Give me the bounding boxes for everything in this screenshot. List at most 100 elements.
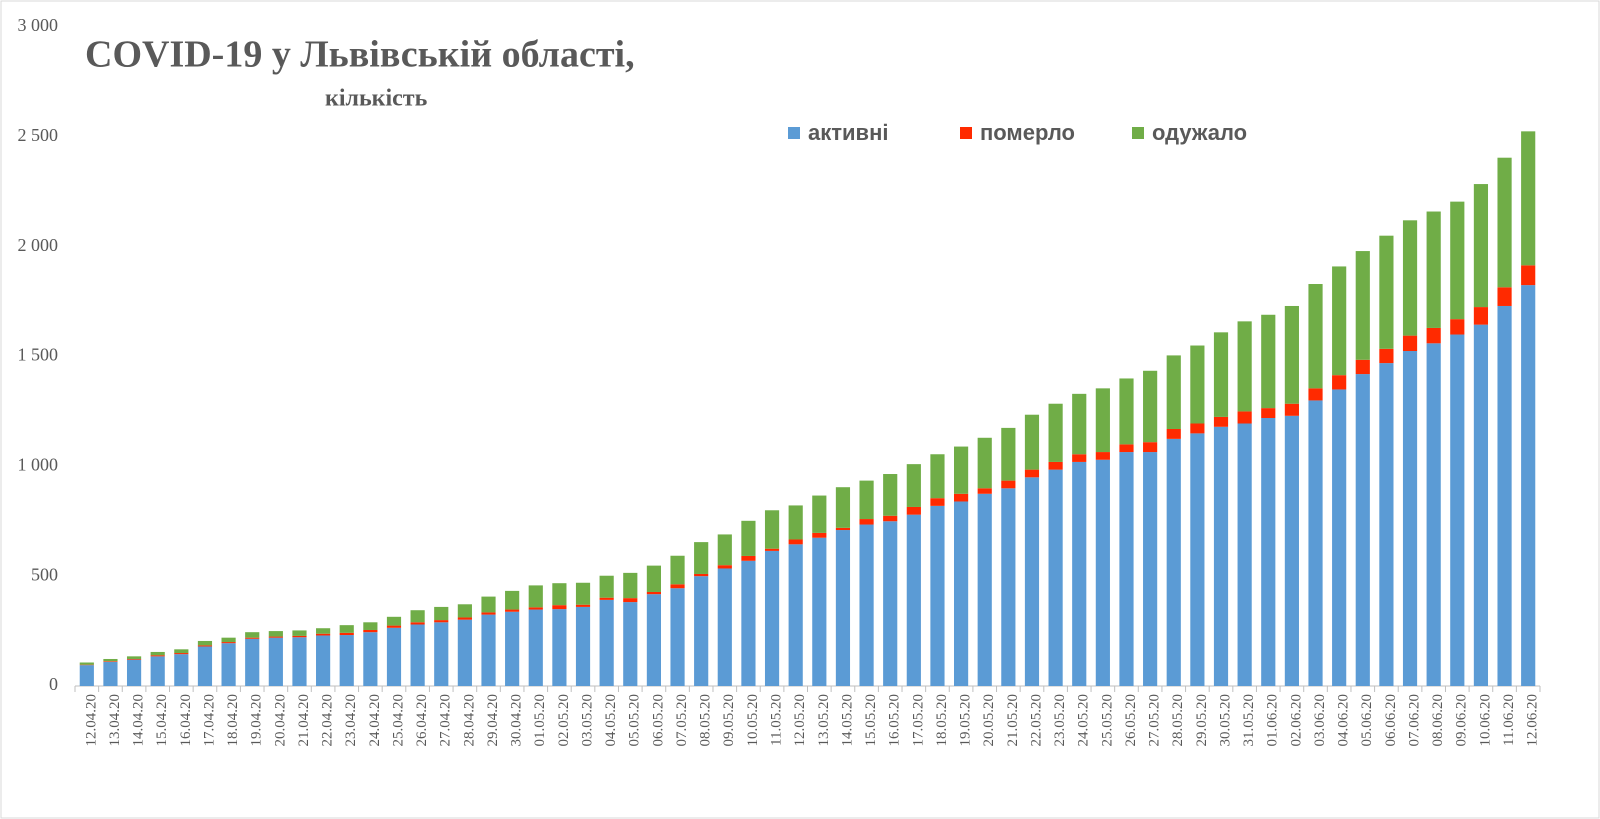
x-tick-label: 03.05.20	[579, 694, 595, 747]
bar-segment	[835, 487, 851, 528]
bar-segment	[434, 622, 449, 686]
x-tick-label: 12.05.20	[792, 694, 808, 747]
bar-segment	[764, 550, 780, 686]
x-tick-label: 11.05.20	[768, 694, 784, 746]
bar-segment	[1379, 235, 1394, 349]
bar-segment	[1001, 427, 1016, 481]
y-tick-label: 2 000	[18, 235, 59, 255]
bar-segment	[268, 637, 283, 686]
bar-segment	[646, 594, 661, 686]
bar-segment	[812, 537, 827, 686]
legend-swatch	[788, 127, 800, 139]
bar-segment	[339, 635, 354, 686]
bar-segment	[1072, 461, 1087, 686]
bar-segment	[1450, 319, 1465, 335]
bar-segment	[79, 662, 94, 665]
x-tick-label: 10.05.20	[745, 694, 761, 747]
bar-segment	[1190, 433, 1205, 686]
bar-segment	[1166, 355, 1181, 429]
bar-segment	[457, 604, 472, 618]
bar-segment	[1284, 415, 1299, 686]
bar-segment	[1213, 416, 1229, 427]
bar-segment	[717, 534, 732, 566]
bar-segment	[1355, 359, 1370, 375]
bar-segment	[1426, 343, 1441, 686]
bar-segment	[1237, 423, 1252, 686]
x-tick-label: 25.05.20	[1099, 694, 1115, 747]
bar-segment	[859, 524, 874, 686]
bar-segment	[339, 625, 354, 633]
y-tick-label: 2 500	[18, 125, 59, 145]
bar-segment	[717, 565, 732, 569]
bar-segment	[930, 454, 945, 499]
bar-segment	[386, 616, 402, 626]
x-tick-label: 19.05.20	[958, 694, 974, 747]
x-tick-label: 30.04.20	[509, 694, 525, 747]
legend-label: активні	[808, 120, 888, 145]
bar-segment	[1001, 488, 1016, 686]
bar-segment	[741, 555, 756, 561]
bar-segment	[245, 632, 260, 638]
x-tick-label: 13.04.20	[107, 694, 123, 747]
legend-label: одужало	[1152, 120, 1247, 145]
x-tick-label: 01.05.20	[532, 694, 548, 747]
bar-segment	[1332, 375, 1347, 390]
x-tick-label: 22.04.20	[320, 694, 336, 747]
bar-segment	[126, 658, 142, 660]
bar-segment	[221, 642, 236, 644]
x-tick-label: 26.05.20	[1123, 694, 1139, 747]
bar-segment	[575, 606, 591, 686]
bar-segment	[292, 630, 307, 636]
bar-segment	[1355, 251, 1370, 360]
x-tick-label: 22.05.20	[1028, 694, 1044, 747]
bar-segment	[575, 604, 591, 607]
bar-segment	[174, 653, 189, 655]
bar-segment	[197, 646, 213, 686]
x-tick-label: 28.05.20	[1170, 694, 1186, 747]
bar-segment	[670, 588, 685, 686]
bar-segment	[481, 612, 496, 615]
bar-segment	[1284, 403, 1299, 416]
x-tick-label: 23.04.20	[343, 694, 359, 747]
bar-segment	[788, 539, 803, 545]
bar-segment	[1473, 307, 1489, 325]
x-tick-label: 14.04.20	[131, 694, 147, 747]
bar-segment	[316, 628, 331, 634]
legend-swatch	[960, 127, 972, 139]
bar-segment	[1379, 348, 1394, 364]
bar-segment	[1497, 305, 1512, 686]
bar-segment	[977, 493, 992, 686]
bar-segment	[174, 654, 189, 686]
x-tick-label: 11.06.20	[1501, 694, 1517, 746]
bar-segment	[977, 488, 992, 494]
bar-segment	[1308, 400, 1323, 686]
bar-segment	[457, 617, 472, 620]
y-tick-label: 3 000	[18, 15, 59, 35]
bar-segment	[930, 505, 945, 686]
bar-segment	[1473, 184, 1489, 308]
x-tick-label: 25.04.20	[390, 694, 406, 747]
x-tick-label: 27.04.20	[438, 694, 454, 747]
bar-segment	[1521, 131, 1536, 266]
x-tick-label: 17.05.20	[910, 694, 926, 747]
x-tick-label: 18.04.20	[225, 694, 241, 747]
bar-segment	[1332, 389, 1347, 686]
bar-segment	[599, 597, 614, 600]
bar-segment	[1308, 388, 1323, 401]
bar-segment	[1355, 374, 1370, 686]
bar-segment	[150, 656, 165, 686]
legend-label: померло	[980, 120, 1075, 145]
bar-segment	[1379, 363, 1394, 686]
bar-segment	[1284, 305, 1299, 404]
bar-segment	[103, 661, 118, 686]
bar-segment	[599, 599, 614, 686]
bar-segment	[1521, 285, 1536, 686]
bar-segment	[505, 609, 520, 612]
bar-segment	[552, 605, 567, 610]
bar-segment	[859, 480, 874, 520]
bar-segment	[954, 446, 969, 494]
x-tick-label: 10.06.20	[1477, 694, 1493, 747]
bar-segment	[268, 631, 283, 637]
bar-segment	[292, 635, 307, 638]
